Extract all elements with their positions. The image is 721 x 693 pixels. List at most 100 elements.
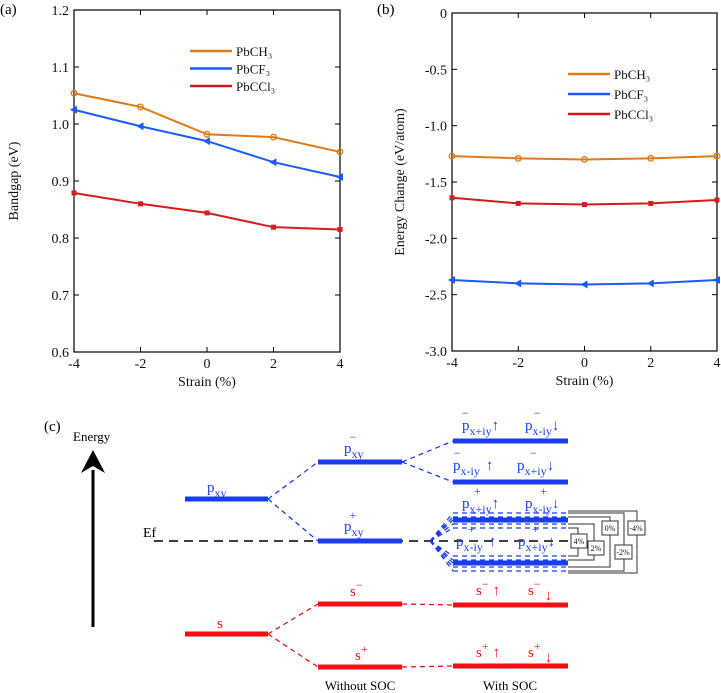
ef-label: Ef (143, 526, 157, 541)
without-soc-label: Without SOC (325, 678, 396, 693)
svg-text:−: − (530, 446, 537, 460)
y-tick-label: 1.0 (52, 118, 70, 133)
svg-text:px-iy↑: px-iy ↑ (453, 458, 493, 478)
y-tick-label: 0.8 (52, 232, 70, 247)
legend-label-1: PbCF₃ (614, 87, 648, 102)
data-point (71, 190, 77, 196)
data-point (336, 148, 344, 156)
svg-text:px-iy↓: px-iy↓ (525, 418, 559, 438)
x-axis-label: Strain (%) (178, 375, 236, 390)
legend-label-2: PbCCl₃ (236, 79, 275, 94)
data-point (138, 201, 143, 207)
label-pxy: pxy (207, 480, 227, 500)
y-tick-label: -1.5 (425, 176, 447, 191)
svg-text:px+iy↑: px+iy↑ (462, 418, 499, 438)
data-point (203, 137, 210, 146)
y-axis-label: Energy Change (eV/atom) (393, 108, 408, 256)
y-tick-label: -0.5 (425, 63, 447, 78)
data-point (269, 158, 277, 167)
split-lines-p (267, 440, 454, 542)
label-pxy-minus: pxy− (344, 430, 364, 461)
data-point (70, 89, 78, 97)
chart-a-bandgap: (a) -4 -2 0 2 4 0.6 0.7 0.8 0.9 1.0 1.1 1.2 Strain (%… (0, 2, 344, 390)
y-tick-label: 0.9 (52, 175, 70, 190)
data-point (448, 276, 455, 285)
svg-text:-2%: -2% (616, 548, 630, 557)
legend-label-0: PbCH₃ (614, 67, 650, 82)
svg-text:−: − (462, 406, 469, 420)
legend-label-0: PbCH₃ (236, 44, 272, 59)
data-point (648, 200, 654, 206)
panel-label: (a) (0, 2, 17, 18)
data-point (515, 200, 521, 206)
svg-text:−: − (454, 446, 461, 460)
y-tick-label: 0 (440, 7, 447, 22)
strain-levels-dashed (453, 512, 568, 572)
data-point (448, 152, 456, 160)
svg-text:px+iy↑: px+iy↑ (462, 496, 499, 516)
split-lines-s (267, 603, 454, 668)
svg-text:+: + (540, 484, 547, 498)
legend-label-2: PbCCl₃ (614, 107, 653, 122)
x-tick-label: 2 (270, 357, 277, 372)
series-line-0 (451, 155, 718, 161)
x-tick-label: -4 (446, 356, 458, 371)
svg-text:s+↑: s+ ↑ (476, 639, 500, 661)
panel-label-c: (c) (44, 419, 61, 435)
data-point (514, 279, 522, 288)
data-point (203, 130, 211, 138)
svg-text:+: + (532, 522, 539, 536)
plot-frame (451, 12, 718, 352)
data-point (337, 226, 343, 232)
x-axis-label: Strain (%) (556, 374, 614, 389)
label-s-plus: s+ (355, 642, 368, 664)
svg-text:−: − (534, 406, 541, 420)
y-tick-label: -1.0 (425, 120, 447, 135)
strain-boxes: 4% 2% 0% -2% -4% (570, 520, 646, 560)
data-point (713, 152, 721, 160)
x-tick-label: -2 (135, 357, 147, 372)
split-lines-p-plus-strain (429, 512, 454, 572)
x-tick-label: 4 (337, 357, 344, 372)
data-point (713, 276, 720, 285)
data-point (336, 173, 343, 182)
svg-text:px+iy↓: px+iy↓ (517, 458, 554, 478)
diagram-c-energy-levels: (c) Energy Ef pxy s pxy− pxy+ s− s+ With… (44, 406, 646, 693)
y-tick-label: 1.2 (52, 4, 70, 19)
data-point (580, 280, 588, 289)
y-tick-label: -2.0 (425, 232, 447, 247)
data-point (582, 202, 587, 208)
y-tick-label: -3.0 (425, 345, 447, 360)
data-point (646, 279, 654, 288)
data-point (136, 122, 144, 131)
energy-axis-label: Energy (73, 429, 111, 444)
data-point (70, 105, 77, 114)
data-point (449, 195, 455, 201)
data-point (514, 154, 522, 162)
y-axis-label: Bandgap (eV) (7, 141, 22, 220)
svg-text:4%: 4% (574, 537, 585, 546)
label-s-minus: s− (350, 578, 363, 600)
data-point (270, 133, 277, 141)
svg-text:-4%: -4% (629, 524, 643, 533)
label-s: s (217, 616, 223, 632)
y-tick-label: 0.6 (52, 346, 70, 361)
legend-label-1: PbCF₃ (236, 62, 270, 77)
svg-text:0%: 0% (605, 524, 616, 533)
soc-labels-s: s− ↑ s−↓ s+ ↑ s+↓ (476, 577, 552, 666)
x-tick-label: -2 (512, 356, 524, 371)
x-tick-label: 2 (647, 356, 654, 371)
data-point (271, 224, 276, 230)
y-tick-label: -2.5 (425, 289, 447, 304)
x-tick-label: 0 (204, 357, 211, 372)
svg-text:+: + (474, 484, 481, 498)
svg-text:s+↓: s+↓ (528, 639, 552, 666)
data-point (204, 210, 210, 216)
series-line-0 (73, 92, 341, 153)
data-point (581, 156, 588, 163)
data-point (714, 197, 720, 203)
data-point (647, 154, 655, 162)
data-point (137, 103, 144, 111)
svg-text:s−↑: s− ↑ (476, 577, 500, 599)
